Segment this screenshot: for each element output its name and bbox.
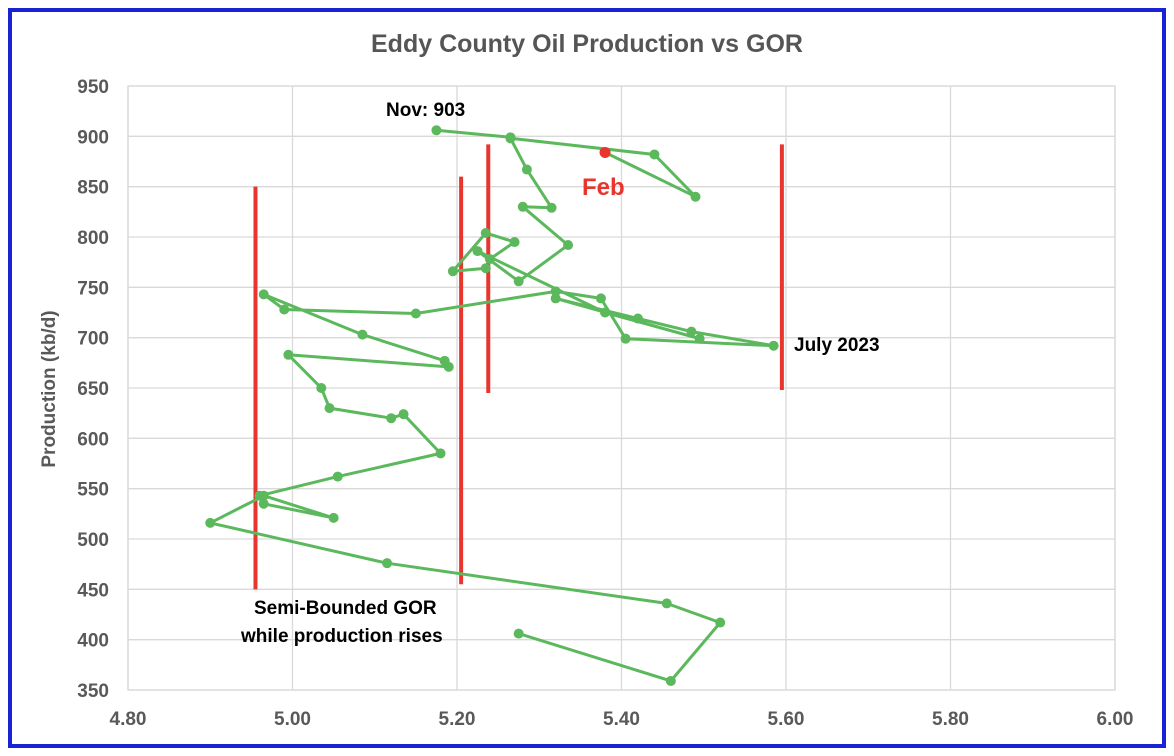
data-point: [410, 308, 421, 319]
annotation-semi-bounded-line1: Semi-Bounded GOR: [254, 598, 437, 619]
data-point: [600, 307, 611, 318]
data-point: [690, 191, 701, 202]
data-point: [563, 240, 574, 251]
y-tick-label: 900: [77, 127, 109, 148]
data-point: [505, 132, 516, 143]
data-point: [484, 254, 495, 265]
data-point: [768, 340, 779, 351]
y-tick-label: 450: [77, 580, 109, 601]
x-axis-ticks: 4.80 5.00 5.20 5.40 5.60 5.80 6.00: [110, 709, 1134, 730]
x-tick-label: 5.80: [932, 709, 969, 730]
data-point: [521, 164, 532, 175]
data-point: [513, 276, 524, 287]
data-point: [332, 471, 343, 482]
data-point: [316, 383, 327, 393]
y-tick-label: 800: [77, 228, 109, 249]
data-point: [715, 617, 726, 628]
data-point: [283, 349, 294, 360]
y-axis-ticks: 350 400 450 500 550 600 650 700 750 800 850 900 950: [77, 77, 109, 702]
data-point: [386, 413, 397, 424]
y-axis-label: Production (kb/d): [39, 310, 60, 467]
data-point: [620, 333, 631, 344]
series-layer: [205, 125, 779, 686]
series-line: [436, 128, 511, 139]
data-point: [357, 329, 368, 340]
x-tick-label: 5.20: [439, 709, 476, 730]
annotation-semi-bounded-line2: while production rises: [240, 626, 443, 647]
data-point: [665, 675, 676, 686]
data-point: [205, 517, 216, 528]
data-point: [513, 628, 524, 639]
data-point: [649, 149, 660, 160]
y-tick-label: 400: [77, 631, 109, 652]
data-point: [686, 326, 697, 337]
data-point: [431, 125, 442, 136]
y-tick-label: 500: [77, 530, 109, 551]
annotation-july-2023: July 2023: [794, 335, 880, 356]
series-line: [208, 136, 776, 683]
data-point: [546, 202, 557, 213]
data-point: [480, 263, 491, 274]
data-point: [258, 289, 269, 300]
x-tick-label: 6.00: [1097, 709, 1134, 730]
data-point: [661, 598, 672, 609]
annotation-feb: Feb: [582, 174, 625, 201]
data-point: [382, 558, 393, 569]
data-point: [435, 448, 446, 459]
y-tick-label: 600: [77, 429, 109, 450]
annotation-nov: Nov: 903: [386, 100, 465, 121]
y-tick-label: 700: [77, 329, 109, 350]
chart-title: Eddy County Oil Production vs GOR: [371, 30, 803, 58]
y-tick-label: 350: [77, 681, 109, 702]
data-point: [694, 333, 705, 344]
x-tick-label: 5.40: [603, 709, 640, 730]
x-tick-label: 4.80: [110, 709, 147, 730]
plot-area: [127, 85, 1116, 691]
data-point: [472, 246, 483, 257]
x-tick-label: 5.00: [274, 709, 311, 730]
x-tick-label: 5.60: [768, 709, 805, 730]
data-point: [550, 293, 561, 304]
data-point: [595, 293, 606, 304]
data-point: [632, 313, 643, 324]
y-tick-label: 750: [77, 278, 109, 299]
y-tick-label: 850: [77, 178, 109, 199]
data-point: [279, 304, 290, 315]
data-point: [258, 498, 269, 509]
y-tick-label: 550: [77, 480, 109, 501]
data-point: [447, 266, 458, 277]
grid: [127, 85, 1116, 691]
data-point: [550, 286, 561, 297]
data-point: [398, 409, 409, 420]
data-point: [517, 201, 528, 212]
y-tick-label: 650: [77, 379, 109, 400]
data-point: [328, 512, 339, 523]
data-point: [439, 355, 450, 366]
highlight-point: [599, 146, 611, 158]
y-tick-label: 950: [77, 77, 109, 98]
data-point: [254, 490, 265, 501]
data-point: [480, 227, 491, 238]
chart-frame: [8, 8, 1166, 748]
data-point: [324, 403, 335, 414]
data-point: [509, 237, 520, 248]
